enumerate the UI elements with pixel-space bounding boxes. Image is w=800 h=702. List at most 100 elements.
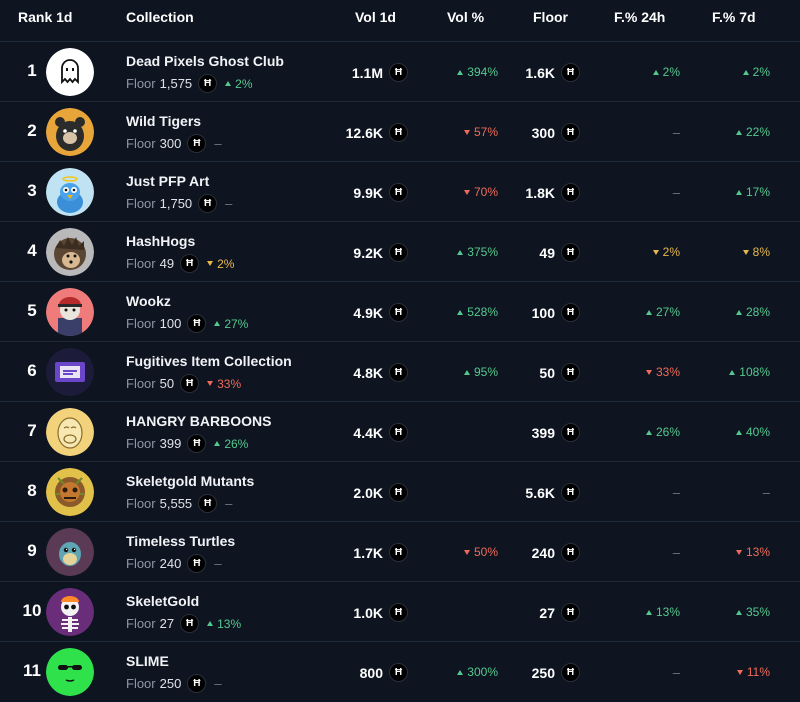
floor-change-24h: –	[672, 485, 680, 500]
volume-value: 4.9K	[353, 304, 383, 321]
table-row[interactable]: 6 Fugitives Item Collection Floor 50 Ħ 33% 4.8…	[0, 341, 800, 402]
table-row[interactable]: 1 Dead Pixels Ghost Club Floor 1,575 Ħ 2% 1.1M…	[0, 41, 800, 102]
hbar-icon: Ħ	[389, 243, 408, 262]
wookz-avatar[interactable]	[46, 288, 94, 336]
table-row[interactable]: 5 Wookz Floor 100 Ħ 27% 4.9K Ħ 528% 100 Ħ 27% 28%	[0, 281, 800, 342]
floor-change: 2%	[225, 77, 253, 91]
hbar-icon: Ħ	[561, 363, 580, 382]
floor-price-cell: 27 Ħ	[480, 603, 580, 622]
floor-label: Floor	[126, 436, 156, 451]
floor-7d-cell: 108%	[690, 365, 770, 379]
floor-price-cell: 1.8K Ħ	[480, 183, 580, 202]
collection-name[interactable]: Timeless Turtles	[126, 533, 236, 549]
bird-avatar[interactable]	[46, 168, 94, 216]
collection-floor-info: Floor 250 Ħ –	[126, 674, 222, 693]
hbar-icon: Ħ	[198, 494, 218, 513]
floor-change-24h: 33%	[645, 365, 680, 379]
table-row[interactable]: 10 SkeletGold Floor 27 Ħ 13% 1.0K Ħ 27 Ħ 13% 35%	[0, 581, 800, 642]
floor-label: Floor	[126, 616, 156, 631]
floor-value: 100	[159, 316, 182, 331]
trend-arrow-icon	[207, 261, 214, 266]
floor-price-value: 5.6K	[525, 484, 555, 501]
floor-label: Floor	[126, 316, 156, 331]
floor-change-24h: 2%	[652, 65, 680, 79]
table-row[interactable]: 7 HANGRY BARBOONS Floor 399 Ħ 26% 4.4K Ħ 399 Ħ 26%…	[0, 401, 800, 462]
collection-name[interactable]: Just PFP Art	[126, 173, 210, 189]
volume-pct-cell: 95%	[418, 365, 498, 379]
collection-floor-info: Floor 1,750 Ħ –	[126, 194, 232, 213]
hbar-icon: Ħ	[561, 663, 580, 682]
collection-name[interactable]: HashHogs	[126, 233, 196, 249]
fugitives-avatar[interactable]	[46, 348, 94, 396]
table-row[interactable]: 8 Skeletgold Mutants Floor 5,555 Ħ –2.0K Ħ 5.6K…	[0, 461, 800, 522]
floor-change: –	[225, 196, 233, 211]
collection-name[interactable]: Wookz	[126, 293, 171, 309]
collection-floor-info: Floor 300 Ħ –	[126, 134, 222, 153]
floor-24h-cell: 13%	[600, 605, 680, 619]
trend-arrow-icon	[457, 309, 464, 315]
volume-pct: 50%	[463, 545, 498, 559]
floor-7d-cell: 17%	[690, 185, 770, 199]
floor-label: Floor	[126, 676, 156, 691]
collection-floor-info: Floor 100 Ħ 27%	[126, 314, 248, 333]
floor-change-7d: 28%	[735, 305, 770, 319]
hbar-icon: Ħ	[187, 674, 207, 693]
hbar-icon: Ħ	[561, 303, 580, 322]
floor-price-cell: 100 Ħ	[480, 303, 580, 322]
rank-number: 2	[27, 121, 37, 140]
trend-arrow-icon	[742, 69, 749, 75]
hbar-icon: Ħ	[389, 123, 408, 142]
floor-change: –	[214, 136, 222, 151]
collection-name[interactable]: SkeletGold	[126, 593, 200, 609]
volume-value: 1.1M	[351, 64, 383, 81]
header-floor[interactable]: Floor	[533, 9, 568, 25]
turtle-avatar[interactable]	[46, 528, 94, 576]
collection-name[interactable]: Skeletgold Mutants	[126, 473, 255, 489]
hbar-icon: Ħ	[180, 254, 200, 273]
table-row[interactable]: 2 Wild Tigers Floor 300 Ħ –12.6K Ħ 57% 300 Ħ –22%	[0, 101, 800, 162]
rank-number: 1	[27, 61, 37, 80]
rank-number: 4	[27, 241, 37, 260]
floor-value: 300	[159, 136, 182, 151]
header-floor-7d[interactable]: F.% 7d	[712, 9, 756, 25]
header-rank[interactable]: Rank 1d	[18, 9, 73, 25]
collection-name[interactable]: HANGRY BARBOONS	[126, 413, 272, 429]
mutant-avatar[interactable]	[46, 468, 94, 516]
floor-price-value: 100	[531, 304, 555, 321]
volume-pct-cell: 57%	[418, 125, 498, 139]
collection-name[interactable]: Wild Tigers	[126, 113, 202, 129]
tiger-avatar[interactable]	[46, 108, 94, 156]
slime-avatar[interactable]	[46, 648, 94, 696]
floor-value: 27	[159, 616, 175, 631]
hbar-icon: Ħ	[561, 183, 580, 202]
volume-cell: 1.7K Ħ	[308, 543, 408, 562]
skeleton-avatar[interactable]	[46, 588, 94, 636]
ghost-avatar[interactable]	[46, 48, 94, 96]
table-row[interactable]: 11 SLIME Floor 250 Ħ –800 Ħ 300% 250 Ħ –11%	[0, 641, 800, 702]
collection-name[interactable]: SLIME	[126, 653, 169, 669]
table-row[interactable]: 3 Just PFP Art Floor 1,750 Ħ –9.9K Ħ 70% 1.8K Ħ –1…	[0, 161, 800, 222]
header-vol[interactable]: Vol 1d	[355, 9, 396, 25]
header-collection[interactable]: Collection	[126, 9, 194, 25]
header-vol-pct[interactable]: Vol %	[447, 9, 485, 25]
collection-name[interactable]: Fugitives Item Collection	[126, 353, 292, 369]
hbar-icon: Ħ	[389, 603, 408, 622]
header-floor-24h[interactable]: F.% 24h	[614, 9, 666, 25]
floor-change-7d: 2%	[742, 65, 770, 79]
baboon-avatar[interactable]	[46, 408, 94, 456]
floor-price-cell: 5.6K Ħ	[480, 483, 580, 502]
table-row[interactable]: 4 HashHogs Floor 49 Ħ 2% 9.2K Ħ 375% 49 Ħ 2% 8%	[0, 221, 800, 282]
floor-change-7d: 8%	[742, 245, 770, 259]
collection-name[interactable]: Dead Pixels Ghost Club	[126, 53, 284, 69]
floor-price-cell: 250 Ħ	[480, 663, 580, 682]
floor-7d-cell: 28%	[690, 305, 770, 319]
hedgehog-avatar[interactable]	[46, 228, 94, 276]
floor-price-cell: 1.6K Ħ	[480, 63, 580, 82]
table-row[interactable]: 9 Timeless Turtles Floor 240 Ħ –1.7K Ħ 50% 240 Ħ –…	[0, 521, 800, 582]
volume-pct: 375%	[457, 245, 498, 259]
floor-7d-cell: 11%	[690, 665, 770, 679]
floor-value: 250	[159, 676, 182, 691]
floor-price-value: 250	[531, 664, 555, 681]
floor-change-24h: 26%	[645, 425, 680, 439]
floor-price-value: 300	[531, 124, 555, 141]
